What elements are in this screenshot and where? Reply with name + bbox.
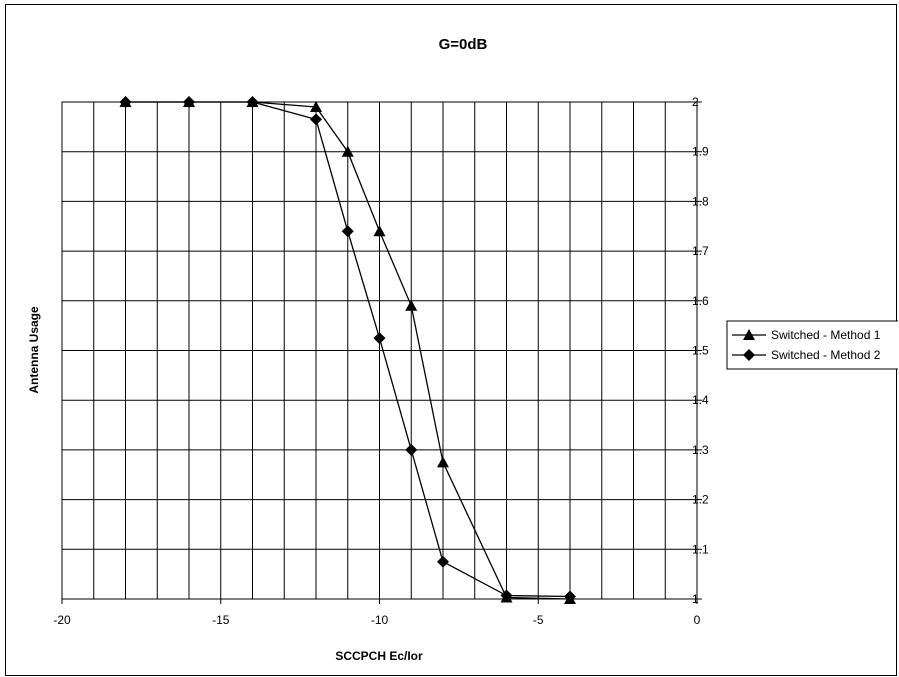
data-point [564, 590, 576, 603]
data-point [183, 96, 195, 108]
data-point [405, 443, 418, 456]
series-2 [119, 96, 576, 603]
y-tick-label: 1.1 [692, 542, 709, 556]
plot-grid [61, 101, 698, 600]
legend-marker [743, 329, 755, 340]
y-tick-label: 1.8 [692, 194, 709, 208]
data-point [500, 589, 513, 602]
y-tick-label: 1.9 [692, 145, 709, 159]
y-tick-label: 1 [692, 592, 699, 606]
series-line [125, 101, 571, 598]
legend-marker [743, 349, 755, 361]
legend-label: Switched - Method 2 [771, 348, 881, 362]
data-point [373, 225, 386, 237]
x-tick-label: -5 [533, 613, 544, 627]
chart-canvas: G=0dB -20 -15 -10 -5 0 1 1.1 1.2 1.3 1.4 1.5 1.6 1.7… [27, 36, 898, 663]
chart-frame: G=0dB -20 -15 -10 -5 0 1 1.1 1.2 1.3 1.4 1.5 1.6 1.7… [5, 4, 898, 676]
legend-label: Switched - Method 1 [771, 328, 881, 342]
y-tick-label: 1.6 [692, 294, 709, 308]
data-point [341, 145, 354, 157]
chart-title: G=0dB [439, 36, 488, 53]
data-point [341, 225, 354, 238]
data-point [405, 299, 418, 311]
y-tick-label: 1.5 [692, 344, 709, 358]
x-tick-label: -20 [53, 613, 71, 627]
data-point [437, 555, 449, 568]
y-tick-label: 1.4 [692, 393, 709, 407]
data-point [310, 100, 322, 112]
y-tick-label: 1.7 [692, 244, 709, 258]
legend: Switched - Method 1 Switched - Method 2 [726, 320, 898, 370]
data-point [119, 96, 132, 108]
y-axis-title: Antenna Usage [27, 306, 41, 394]
data-point [437, 456, 449, 468]
data-point [373, 332, 386, 345]
y-tick-label: 2 [692, 95, 699, 109]
x-tick-label: -10 [371, 613, 389, 627]
x-tick-label: 0 [694, 613, 701, 627]
x-tick-label: -15 [212, 613, 230, 627]
legend-box [726, 320, 898, 370]
x-axis-title: SCCPCH Ec/Ior [335, 649, 423, 663]
data-point [246, 96, 259, 108]
y-tick-label: 1.2 [692, 493, 709, 507]
data-point [310, 113, 322, 126]
series-layer [119, 96, 576, 604]
tick-labels: -20 -15 -10 -5 0 1 1.1 1.2 1.3 1.4 1.5 1.6 1.7 1.8 1.9… [53, 95, 709, 627]
y-tick-label: 1.3 [692, 443, 709, 457]
